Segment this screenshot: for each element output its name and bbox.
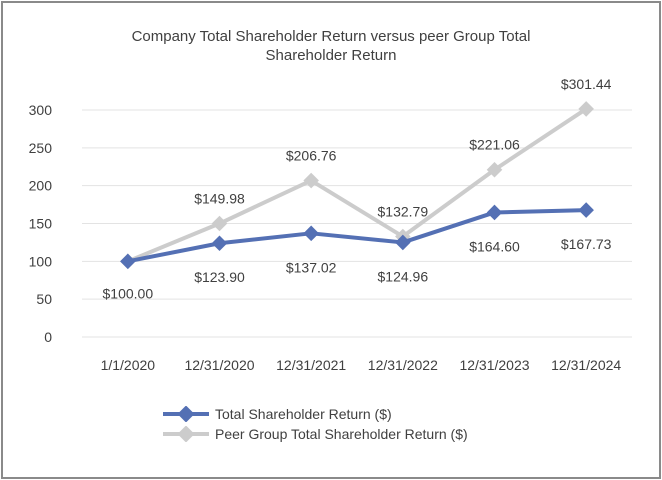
x-tick-label-5: 12/31/2024 [551,357,621,373]
x-tick-label-2: 12/31/2021 [276,357,346,373]
chart-title-line-1: Company Total Shareholder Return versus … [131,28,531,45]
y-tick-label-0: 0 [44,329,52,345]
chart-title: Company Total Shareholder Return versus … [0,27,662,65]
data-label-peer-4: $221.06 [469,137,520,153]
x-tick-label-1: 12/31/2020 [184,357,254,373]
data-label-peer-2: $206.76 [286,148,337,164]
y-tick-label-50: 50 [36,291,52,307]
series-1-point-1 [211,215,228,232]
data-label-tsr-0: $100.00 [103,285,154,301]
data-label-peer-3: $132.79 [378,204,429,220]
series-1-point-4 [486,161,503,178]
chart-title-line-2: Shareholder Return [265,47,397,64]
x-tick-label-0: 1/1/2020 [101,357,156,373]
y-tick-label-100: 100 [29,253,53,269]
series-0-point-1 [211,235,228,252]
series-1-point-2 [303,172,319,189]
series-0-point-4 [486,204,503,221]
data-label-tsr-4: $164.60 [469,238,520,254]
chart-legend: Total Shareholder Return ($) Peer Group … [163,404,468,444]
legend-marker-tsr [163,406,209,422]
y-tick-label-200: 200 [29,178,53,194]
data-label-peer-1: $149.98 [194,191,245,207]
legend-marker-peer [163,426,209,442]
legend-label-tsr: Total Shareholder Return ($) [215,406,392,422]
legend-item-peer: Peer Group Total Shareholder Return ($) [163,424,468,444]
x-tick-label-3: 12/31/2022 [368,357,438,373]
series-0-point-3 [395,234,411,251]
series-0-point-2 [303,225,319,242]
series-0-point-0 [120,253,136,270]
y-tick-label-300: 300 [29,102,53,118]
y-tick-label-250: 250 [29,140,53,156]
series-0-point-5 [578,202,594,218]
x-tick-label-4: 12/31/2023 [459,357,529,373]
legend-item-tsr: Total Shareholder Return ($) [163,404,468,424]
data-label-tsr-5: $167.73 [561,236,612,252]
data-label-tsr-2: $137.02 [286,259,337,275]
series-line-1 [127,107,588,264]
data-label-tsr-3: $124.96 [378,268,429,284]
data-label-tsr-1: $123.90 [194,269,245,285]
series-line-0 [127,208,587,264]
legend-label-peer: Peer Group Total Shareholder Return ($) [215,426,468,442]
y-tick-label-150: 150 [29,216,53,232]
data-label-peer-5: $301.44 [561,76,612,92]
